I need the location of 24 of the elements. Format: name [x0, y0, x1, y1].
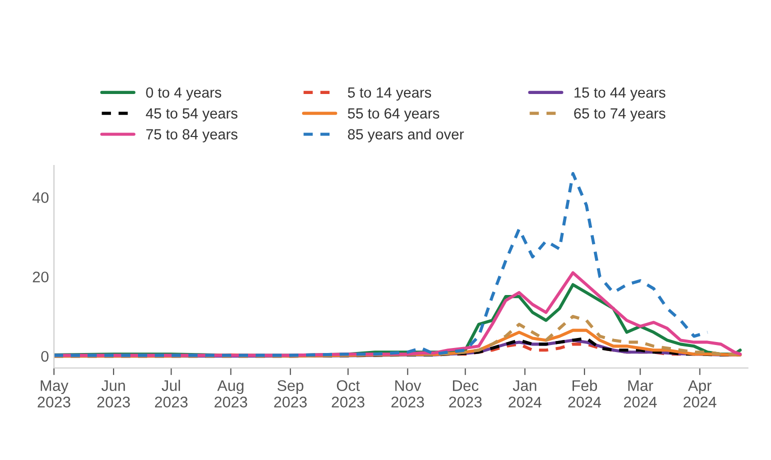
line-series: [54, 172, 710, 357]
legend-label: 65 to 74 years: [574, 108, 666, 122]
x-tick-label: Nov 2023: [391, 380, 424, 408]
x-tick-label: Oct 2023: [332, 380, 364, 408]
x-tick-label: May 2023: [38, 380, 70, 408]
y-tick-label: 20: [32, 272, 49, 282]
legend-label: 0 to 4 years: [146, 87, 222, 101]
legend-label: 5 to 14 years: [348, 88, 432, 101]
legend-label: 45 to 54 years: [146, 108, 238, 122]
x-tick-label: Mar 2024: [624, 380, 657, 408]
x-tick-label: Dec 2023: [449, 380, 482, 408]
legend-label: 75 to 84 years: [146, 129, 238, 142]
x-tick-label: Aug 2023: [214, 380, 248, 408]
legend-label: 15 to 44 years: [574, 88, 666, 101]
y-tick-label: 40: [32, 192, 49, 204]
legend-label: 85 years and over: [348, 128, 464, 142]
x-tick-label: Sep 2023: [274, 380, 307, 408]
x-tick-label: Jun 2023: [97, 380, 130, 408]
x-tick-label: Jul 2023: [155, 380, 188, 408]
x-tick-label: Apr 2024: [684, 380, 716, 408]
x-tick-label: Jan 2024: [508, 380, 542, 408]
y-tick-label: 0: [41, 350, 49, 362]
x-tick-label: Feb 2024: [568, 380, 602, 408]
legend-label: 55 to 64 years: [348, 108, 440, 122]
